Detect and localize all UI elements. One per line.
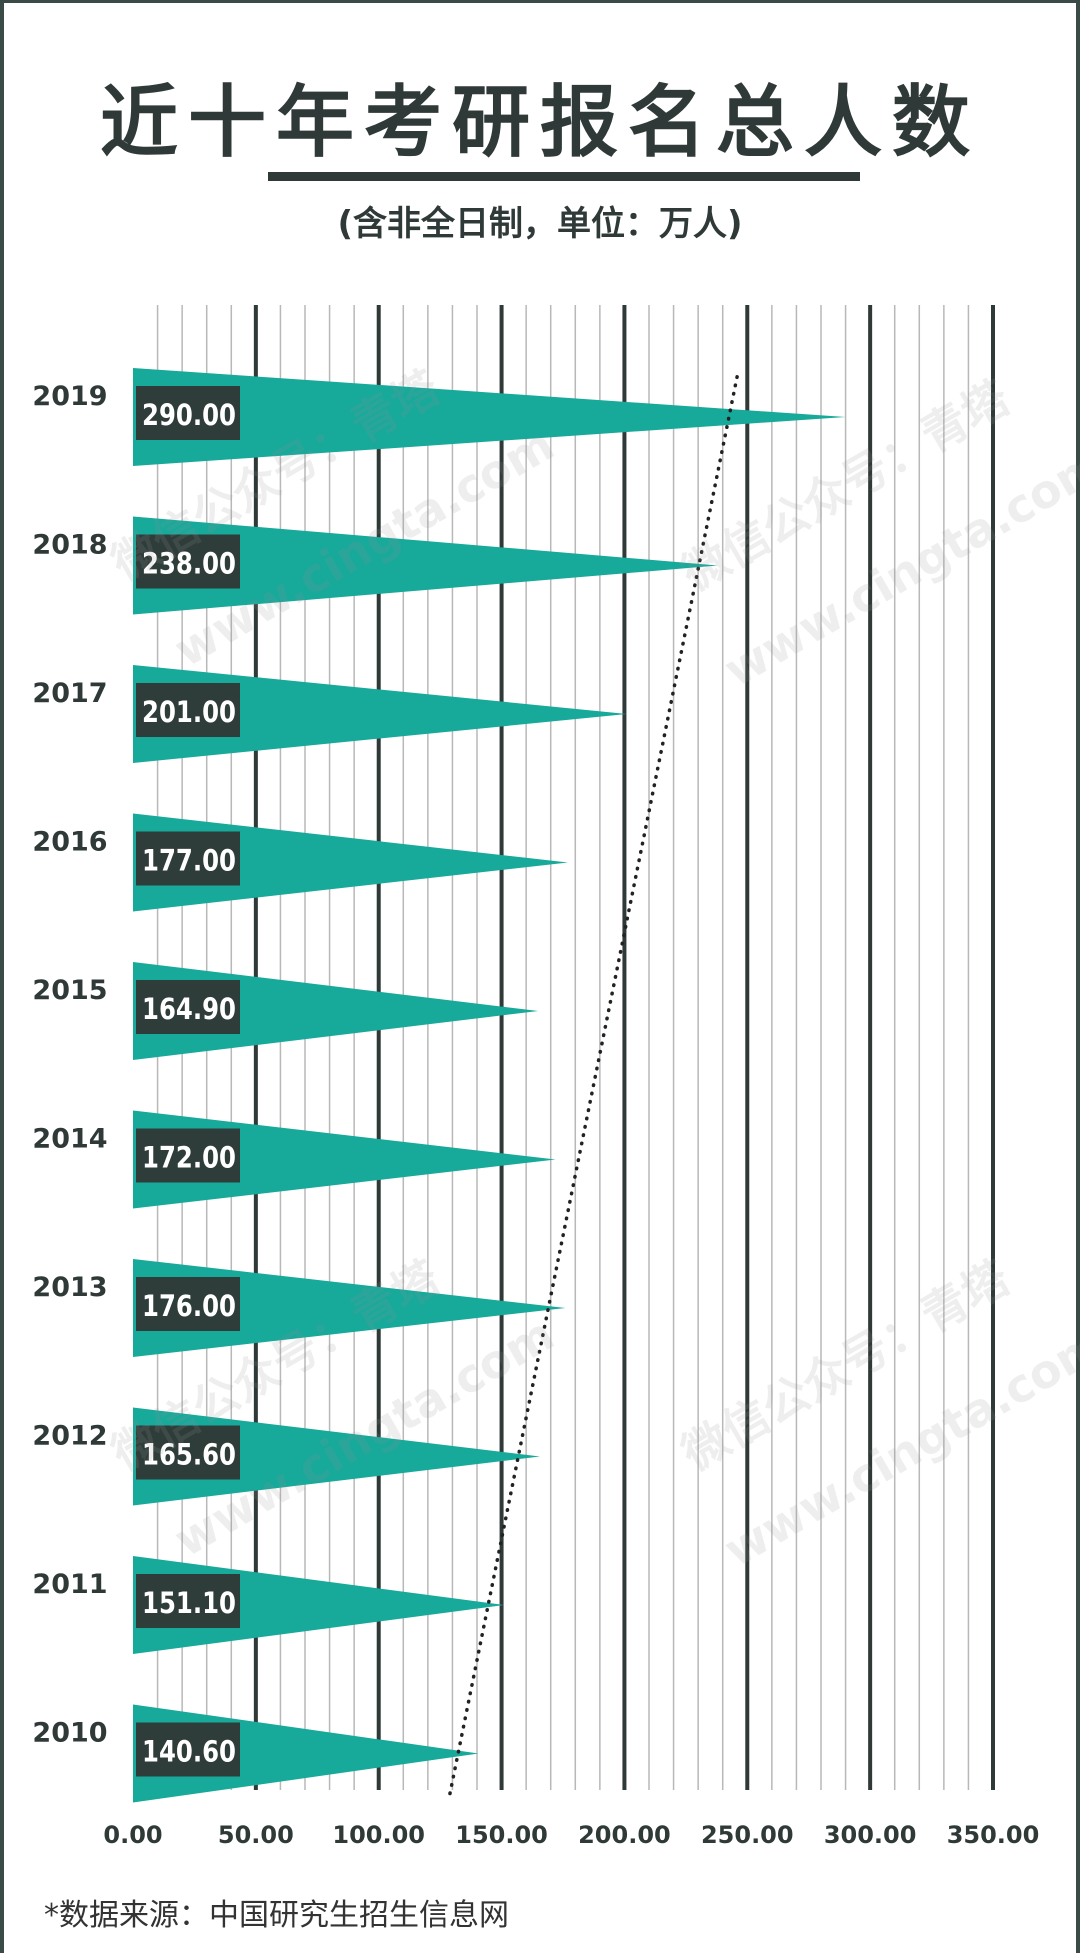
value-label-bg: [136, 386, 240, 440]
value-label: 140.60: [142, 1735, 236, 1769]
category-label: 2017: [32, 678, 107, 709]
value-label-bg: [136, 831, 240, 886]
bar-2016: [133, 813, 568, 912]
x-tick-label: 300.00: [824, 1821, 917, 1849]
category-label: 2018: [32, 530, 107, 561]
category-label: 2015: [32, 975, 107, 1006]
value-label: 176.00: [142, 1289, 236, 1323]
x-tick-label: 0.00: [103, 1821, 162, 1849]
value-label: 172.00: [142, 1141, 236, 1175]
category-label: 2011: [32, 1569, 107, 1600]
value-label-bg: [136, 1277, 240, 1331]
value-label-bg: [136, 534, 240, 589]
title-underline: [268, 172, 860, 181]
value-label-bg: [136, 1128, 240, 1183]
bar-2018: [133, 516, 718, 615]
chart-title: 近十年考研报名总人数: [99, 78, 980, 168]
x-tick-label: 50.00: [218, 1821, 294, 1849]
value-label: 177.00: [142, 844, 236, 878]
x-tick-label: 100.00: [332, 1821, 425, 1849]
value-label: 238.00: [142, 547, 236, 581]
x-tick-label: 350.00: [947, 1821, 1040, 1849]
value-label: 165.60: [142, 1438, 236, 1472]
trend-line: [448, 373, 740, 1796]
value-label: 151.10: [142, 1586, 236, 1620]
x-tick-label: 150.00: [455, 1821, 548, 1849]
data-source-note: *数据来源：中国研究生招生信息网: [44, 1898, 509, 1933]
value-label-bg: [136, 683, 240, 737]
category-label: 2016: [32, 827, 107, 858]
value-label: 201.00: [142, 695, 236, 729]
bar-2013: [133, 1259, 566, 1357]
category-label: 2014: [32, 1124, 107, 1155]
bar-2019: [133, 368, 846, 466]
value-label-bg: [136, 980, 240, 1034]
category-label: 2019: [32, 381, 107, 412]
chart-subtitle: (含非全日制，单位：万人): [337, 204, 743, 244]
value-label-bg: [136, 1722, 240, 1777]
value-label: 164.90: [142, 992, 236, 1026]
value-label: 290.00: [142, 398, 236, 432]
value-label-bg: [136, 1425, 240, 1480]
category-label: 2010: [32, 1718, 107, 1749]
category-label: 2012: [32, 1421, 107, 1452]
x-tick-label: 200.00: [578, 1821, 671, 1849]
bar-2017: [133, 665, 627, 763]
value-label-bg: [136, 1574, 240, 1628]
category-label: 2013: [32, 1272, 107, 1303]
x-tick-label: 250.00: [701, 1821, 794, 1849]
